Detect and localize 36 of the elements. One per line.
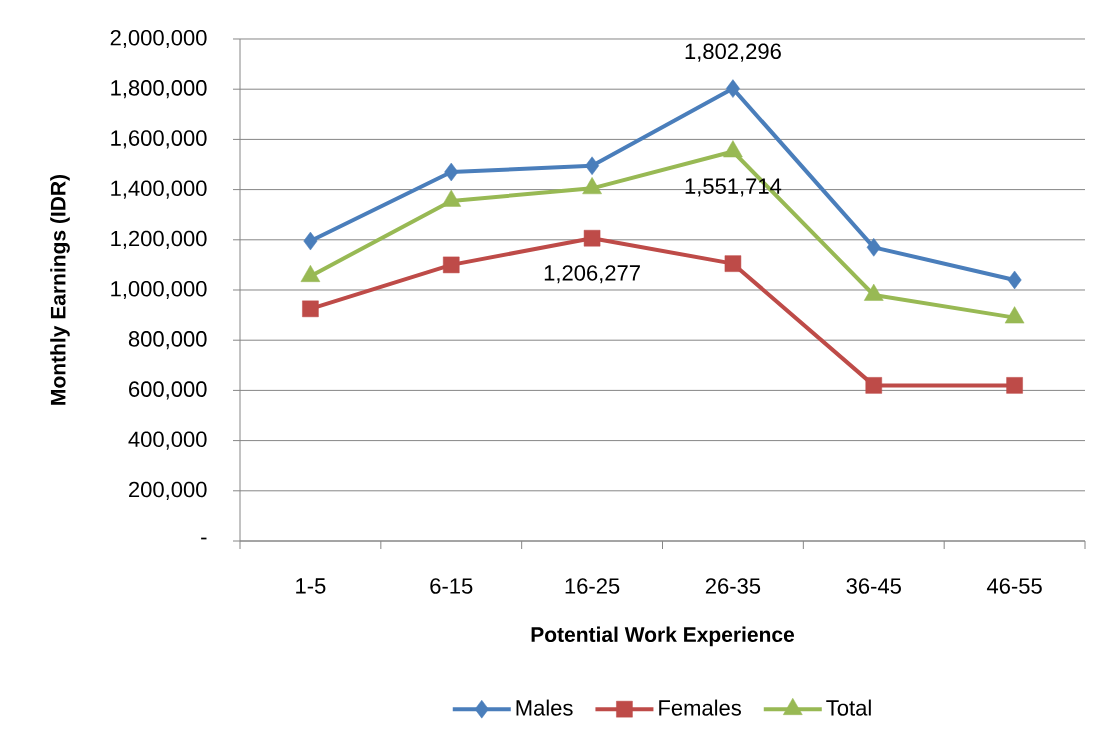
legend-label: Females	[659, 699, 741, 716]
x-axis-title: Potential Work Experience	[531, 626, 795, 647]
point	[865, 377, 882, 394]
data-label: 1,802,296	[685, 43, 781, 62]
y-axis-title: Monthly Earnings (IDR)	[50, 174, 70, 405]
x-tick-label: 26-35	[705, 578, 761, 594]
x-tick-label: 46-55	[986, 578, 1042, 594]
data-label: 1,206,277	[544, 265, 640, 284]
y-tick-label: 1,600,000	[111, 130, 207, 149]
legend-label: Total	[826, 699, 871, 716]
y-tick-label: 600,000	[129, 381, 207, 400]
point	[1007, 270, 1022, 290]
x-tick-label: 6-15	[430, 578, 473, 594]
x-tick-label: 36-45	[846, 578, 901, 594]
point	[583, 229, 601, 247]
x-tick-label: 16-25	[565, 578, 620, 594]
y-tick-label: -	[201, 537, 207, 540]
point	[443, 256, 460, 274]
y-tick-label: 2,000,000	[110, 29, 207, 49]
legend-label: Males	[516, 699, 573, 716]
y-tick-label: 1,400,000	[111, 180, 207, 199]
point	[585, 156, 600, 175]
point	[866, 238, 881, 257]
y-tick-label: 400,000	[128, 431, 207, 450]
y-tick-label: 200,000	[129, 481, 207, 500]
point	[1006, 377, 1023, 394]
y-tick-label: 1,800,000	[111, 80, 207, 99]
point	[444, 162, 459, 182]
y-tick-label: 1,200,000	[111, 230, 207, 249]
x-tick-label: 1-5	[296, 578, 326, 594]
point	[725, 79, 740, 98]
point	[302, 300, 319, 318]
point	[303, 231, 318, 251]
y-tick-label: 1,000,000	[111, 280, 207, 300]
point	[724, 255, 742, 272]
y-tick-label: 800,000	[128, 331, 207, 350]
